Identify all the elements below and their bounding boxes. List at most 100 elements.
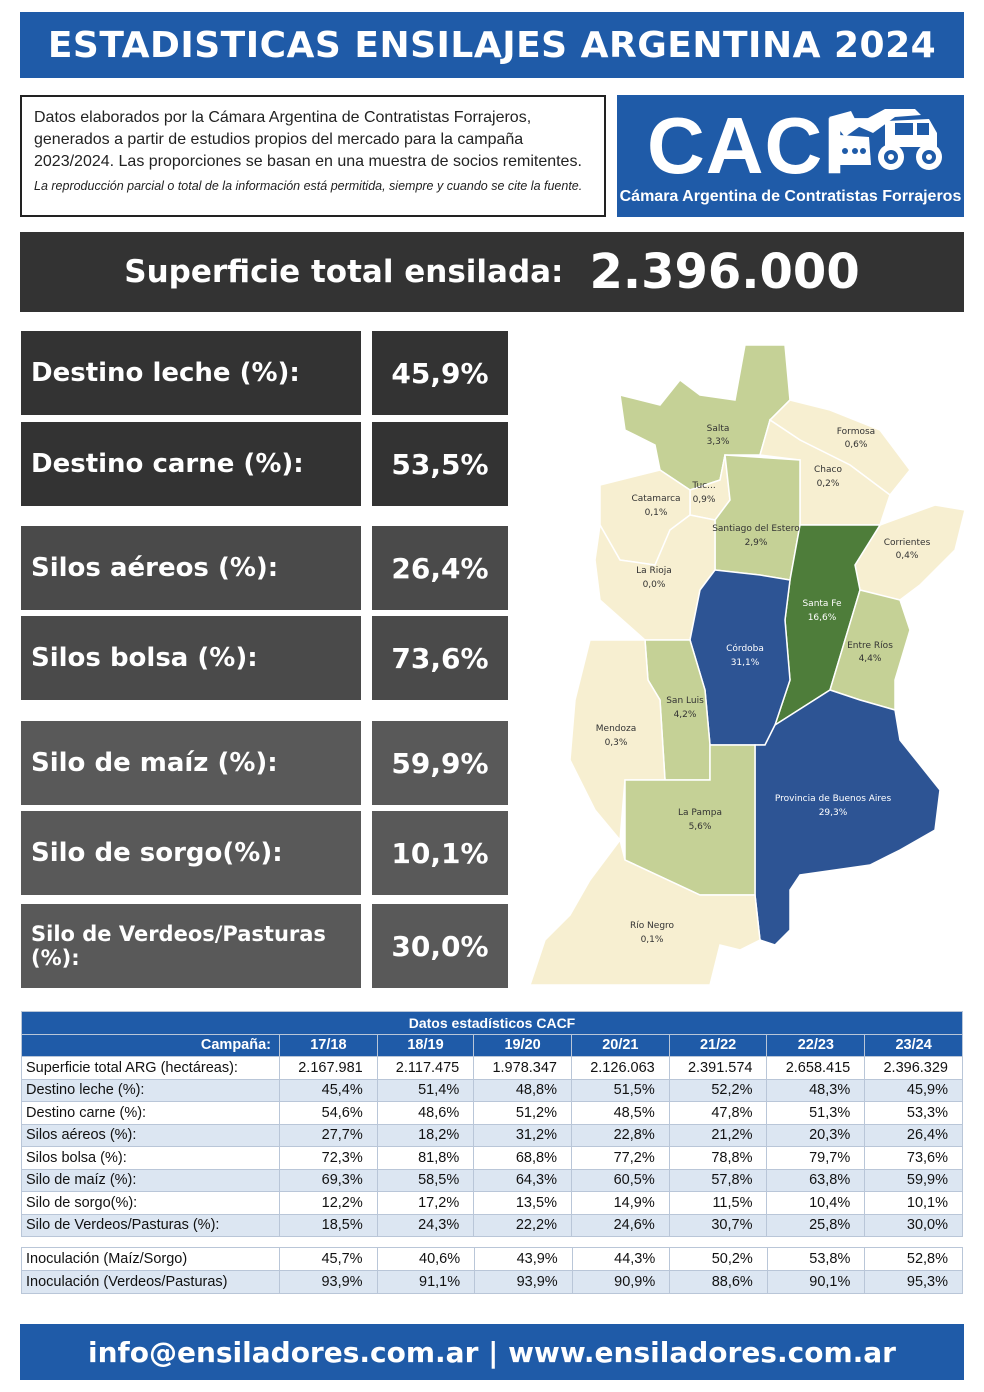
cacf-logo: CACF Cámara Argentina de Contratistas Fo… — [617, 95, 964, 217]
table-row: Superficie total ARG (hectáreas): 2.167.9… — [21, 1056, 963, 1080]
map-label-pct: 0,4% — [896, 551, 919, 561]
column-header: 19/20 — [473, 1033, 572, 1057]
map-label-name: La Pampa — [678, 808, 722, 818]
table-cell: 18,2% — [376, 1123, 475, 1147]
table-cell: 50,2% — [669, 1247, 768, 1271]
table-header-label: Campaña: — [21, 1033, 280, 1057]
map-label-name: Formosa — [837, 427, 875, 437]
map-region-buenos-aires — [754, 689, 941, 946]
forage-harvester-icon — [829, 109, 942, 170]
table-cell: 31,2% — [473, 1123, 572, 1147]
column-header: 21/22 — [668, 1033, 768, 1057]
table-row: Inoculación (Verdeos/Pasturas) 93,9% 91,1%… — [21, 1270, 963, 1294]
table-cell: 17,2% — [376, 1191, 475, 1215]
table-cell: 22,2% — [473, 1213, 572, 1237]
table-title: Datos estadísticos CACF — [21, 1011, 963, 1035]
map-label-name: Salta — [707, 424, 730, 434]
table-cell: 45,7% — [279, 1247, 378, 1271]
table-row: Silos bolsa (%): 72,3% 81,8% 68,8% 77,2% 78,8… — [21, 1146, 963, 1170]
table-cell: 2.391.574 — [668, 1056, 768, 1080]
table-cell: 51,2% — [473, 1101, 572, 1125]
table-cell: 2.167.981 — [279, 1056, 378, 1080]
table-cell: 58,5% — [376, 1168, 475, 1192]
table-row: Destino carne (%): 54,6% 48,6% 51,2% 48,5% 47… — [21, 1101, 963, 1125]
table-cell: 90,1% — [766, 1270, 866, 1294]
map-label-name: Corrientes — [884, 538, 931, 548]
table-cell: 64,3% — [473, 1168, 572, 1192]
map-label-pct: 0,9% — [693, 495, 716, 505]
stat-label: Silos aéreos (%): — [21, 526, 361, 610]
table-cell: 91,1% — [376, 1270, 476, 1294]
map-label-name: Córdoba — [726, 643, 764, 654]
table-cell: 1.978.347 — [473, 1056, 572, 1080]
map-label-name: Tuc... — [691, 481, 715, 491]
table-cell: 2.396.329 — [864, 1056, 963, 1080]
map-label-pct: 29,3% — [819, 808, 848, 818]
row-label: Silo de sorgo(%): — [21, 1191, 280, 1215]
stat-value: 45,9% — [372, 331, 508, 415]
map-labels: Salta 3,3% Formosa 0,6% Chaco 0,2% Tuc..… — [596, 424, 931, 945]
map-label-name: San Luis — [666, 696, 704, 706]
total-surface-box: Superficie total ensilada: 2.396.000 — [20, 232, 964, 312]
table-cell: 48,3% — [766, 1078, 866, 1102]
table-cell: 10,1% — [864, 1191, 963, 1215]
map-label-pct: 0,0% — [643, 580, 666, 590]
map-label-pct: 0,3% — [605, 738, 628, 748]
map-label-name: Provincia de Buenos Aires — [775, 794, 892, 804]
map-label-name: Santa Fe — [802, 599, 842, 609]
info-note: La reproducción parcial o total de la in… — [34, 179, 583, 193]
map-label-pct: 31,1% — [731, 658, 760, 668]
column-header: 17/18 — [279, 1033, 378, 1057]
table-cell: 77,2% — [570, 1146, 670, 1170]
table-cell: 51,4% — [376, 1078, 475, 1102]
table-cell: 18,5% — [279, 1213, 378, 1237]
row-label: Silos aéreos (%): — [21, 1123, 280, 1147]
table-cell: 27,7% — [279, 1123, 378, 1147]
table-cell: 52,2% — [668, 1078, 768, 1102]
map-label-pct: 3,3% — [707, 437, 730, 447]
stat-value: 30,0% — [372, 904, 508, 988]
table-row: Silo de maíz (%): 69,3% 58,5% 64,3% 60,5% 57,… — [21, 1168, 963, 1192]
table-cell: 26,4% — [864, 1123, 963, 1147]
row-label: Superficie total ARG (hectáreas): — [21, 1056, 280, 1080]
table-cell: 90,9% — [571, 1270, 671, 1294]
map-label-pct: 4,4% — [859, 654, 882, 664]
column-header: 23/24 — [864, 1033, 963, 1057]
stat-label: Destino leche (%): — [21, 331, 361, 415]
map-label-name: Mendoza — [596, 724, 636, 734]
map-label-pct: 0,2% — [817, 479, 840, 489]
province-map: Salta 3,3% Formosa 0,6% Chaco 0,2% Tuc..… — [528, 344, 966, 986]
table-cell: 47,8% — [668, 1101, 768, 1125]
row-label: Destino carne (%): — [21, 1101, 280, 1125]
table-cell: 72,3% — [279, 1146, 378, 1170]
table-cell: 51,3% — [766, 1101, 866, 1125]
table-cell: 10,4% — [766, 1191, 866, 1215]
table-cell: 12,2% — [279, 1191, 378, 1215]
map-label-name: Santiago del Estero — [712, 524, 800, 534]
table-cell: 81,8% — [376, 1146, 475, 1170]
map-label-name: Chaco — [814, 465, 842, 475]
table-cell: 88,6% — [669, 1270, 768, 1294]
map-label-name: Entre Ríos — [847, 641, 893, 651]
map-label-name: Río Negro — [630, 921, 675, 931]
stat-value: 26,4% — [372, 526, 508, 610]
info-text: Datos elaborados por la Cámara Argentina… — [34, 109, 582, 170]
table-cell: 40,6% — [376, 1247, 476, 1271]
page-title: ESTADISTICAS ENSILAJES ARGENTINA 2024 — [20, 12, 964, 78]
table-cell: 57,8% — [668, 1168, 768, 1192]
table-cell: 45,4% — [279, 1078, 378, 1102]
table-cell: 48,6% — [376, 1101, 475, 1125]
map-label-pct: 0,1% — [641, 935, 664, 945]
contact-footer: info@ensiladores.com.ar | www.ensiladore… — [20, 1324, 964, 1380]
map-label-pct: 4,2% — [674, 710, 697, 720]
table-cell: 52,8% — [864, 1247, 963, 1271]
table-cell: 2.117.475 — [376, 1056, 475, 1080]
stat-value: 10,1% — [372, 811, 508, 895]
map-label-name: Catamarca — [631, 494, 680, 504]
table-cell: 48,8% — [473, 1078, 572, 1102]
map-label-pct: 16,6% — [808, 613, 837, 623]
table-row: Silo de Verdeos/Pasturas (%): 18,5% 24,3% 2… — [21, 1213, 963, 1237]
table-row: Silos aéreos (%): 27,7% 18,2% 31,2% 22,8% 21,… — [21, 1123, 963, 1147]
stat-label: Silo de sorgo(%): — [21, 811, 361, 895]
row-label: Silo de Verdeos/Pasturas (%): — [21, 1213, 280, 1237]
